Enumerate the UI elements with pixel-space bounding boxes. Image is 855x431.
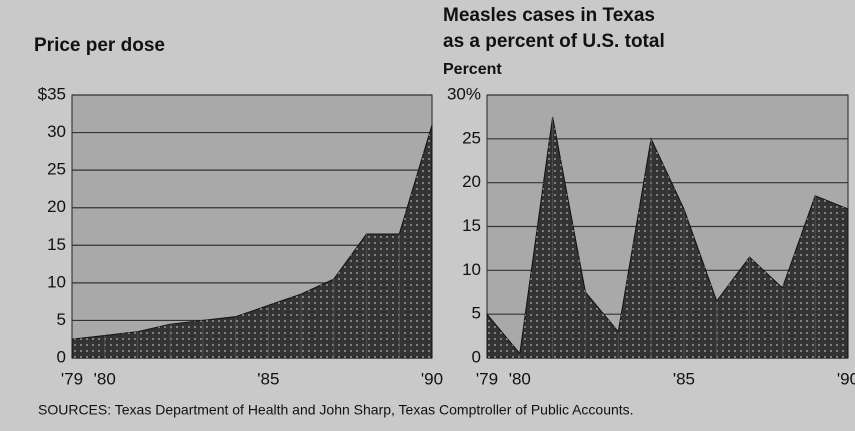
y-tick-label: 5 [57,310,66,329]
y-tick-label: 15 [47,235,66,254]
y-tick-label: 20 [47,197,66,216]
y-tick-label: 25 [47,160,66,179]
y-tick-label: 20 [462,172,481,191]
y-tick-label: 0 [57,347,66,366]
y-tick-label: 0 [472,347,481,366]
chart-subtitle: as a percent of U.S. total [443,31,665,52]
chart-title: Price per dose [34,35,165,56]
x-tick-label: '79 [61,369,83,388]
x-tick-label: '79 [476,369,498,388]
x-tick-label: '90 [837,369,855,388]
page: Price per dose Measles cases in Texas as… [0,0,855,431]
y-tick-label: 30 [47,122,66,141]
y-tick-label: 15 [462,216,481,235]
x-tick-label: '85 [257,369,279,388]
y-tick-label: 25 [462,128,481,147]
y-axis-label: Percent [443,61,502,78]
y-tick-label: 5 [472,304,481,323]
x-tick-label: '80 [94,369,116,388]
chart: Price per dose Measles cases in Texas as… [0,0,855,431]
x-tick-label: '90 [421,369,443,388]
y-tick-label: 30% [447,84,481,103]
source-note: SOURCES: Texas Department of Health and … [38,402,634,418]
chart-title: Measles cases in Texas [443,5,655,26]
x-tick-label: '80 [509,369,531,388]
y-tick-label: 10 [462,260,481,279]
x-tick-label: '85 [673,369,695,388]
y-tick-label: $35 [38,84,66,103]
y-tick-label: 10 [47,272,66,291]
